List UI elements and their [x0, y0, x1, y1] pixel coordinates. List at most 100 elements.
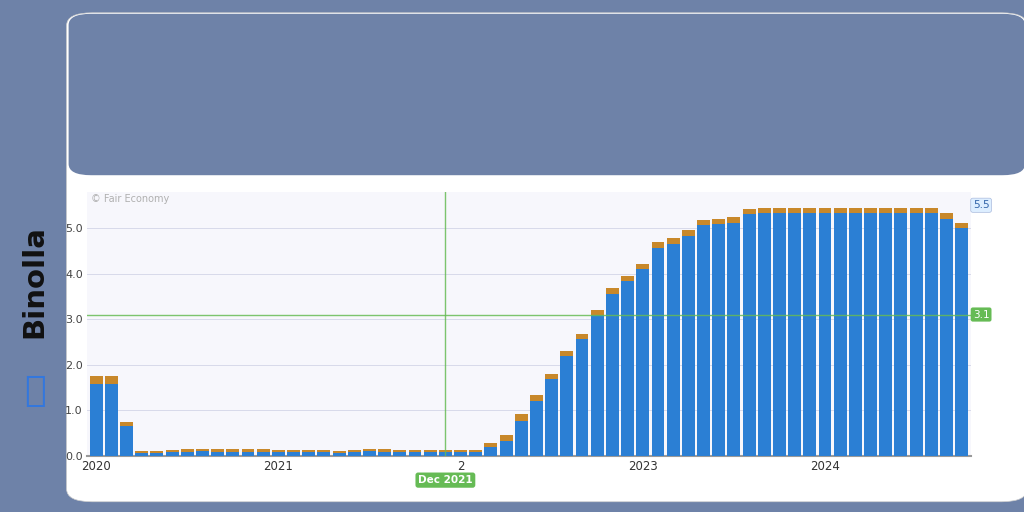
Bar — [500, 435, 513, 441]
Bar — [484, 446, 498, 456]
Bar — [849, 207, 862, 213]
Bar — [864, 213, 877, 456]
Bar — [909, 213, 923, 456]
Bar — [317, 453, 331, 456]
Bar — [287, 453, 300, 456]
Bar — [697, 225, 710, 456]
Bar — [530, 400, 543, 456]
Bar — [196, 449, 209, 451]
Bar — [424, 452, 436, 456]
Bar — [545, 379, 558, 456]
Bar — [880, 213, 892, 456]
Bar — [364, 451, 376, 456]
Bar — [378, 450, 391, 452]
Bar — [955, 223, 968, 228]
Bar — [925, 213, 938, 456]
Text: Binolla: Binolla — [20, 225, 48, 337]
Text: ㏳: ㏳ — [24, 374, 45, 409]
Bar — [211, 452, 224, 456]
Bar — [226, 452, 240, 456]
Bar — [940, 219, 953, 456]
Bar — [333, 451, 345, 453]
Bar — [439, 452, 452, 456]
Bar — [636, 269, 649, 456]
Bar — [166, 450, 178, 452]
Bar — [409, 450, 422, 452]
Bar — [591, 310, 604, 315]
Bar — [439, 450, 452, 452]
Bar — [409, 452, 422, 456]
Bar — [773, 213, 785, 456]
Bar — [560, 351, 573, 356]
Bar — [606, 288, 618, 293]
Bar — [287, 450, 300, 453]
Bar — [818, 213, 831, 456]
Bar — [302, 453, 315, 456]
Bar — [181, 452, 194, 456]
Bar — [104, 376, 118, 383]
Bar — [925, 207, 938, 213]
Bar — [484, 443, 498, 446]
Bar — [151, 454, 164, 456]
Bar — [742, 215, 756, 456]
Bar — [651, 248, 665, 456]
Bar — [606, 293, 618, 456]
Bar — [727, 217, 740, 223]
Bar — [758, 207, 771, 213]
Bar — [226, 450, 240, 452]
Bar — [166, 452, 178, 456]
Bar — [500, 441, 513, 456]
Bar — [378, 452, 391, 456]
Bar — [940, 214, 953, 219]
Bar — [682, 236, 694, 456]
Bar — [348, 452, 360, 456]
Bar — [364, 449, 376, 451]
Bar — [849, 213, 862, 456]
Bar — [697, 220, 710, 225]
Bar — [454, 450, 467, 452]
Text: 5.5: 5.5 — [973, 200, 989, 210]
Bar — [682, 230, 694, 236]
Bar — [575, 339, 589, 456]
Bar — [560, 356, 573, 456]
Bar — [667, 244, 680, 456]
Bar — [713, 224, 725, 456]
Bar — [515, 414, 527, 421]
Bar — [196, 451, 209, 456]
Bar — [591, 315, 604, 456]
Bar — [302, 450, 315, 453]
Bar — [864, 207, 877, 213]
Bar — [393, 450, 407, 452]
Bar — [90, 376, 102, 383]
Bar — [834, 213, 847, 456]
Text: Dec 2021: Dec 2021 — [418, 475, 473, 485]
Bar — [545, 374, 558, 379]
Bar — [469, 452, 482, 456]
Bar — [530, 395, 543, 400]
Bar — [424, 450, 436, 452]
Bar — [120, 421, 133, 426]
Bar — [894, 207, 907, 213]
Bar — [242, 450, 254, 452]
Bar — [894, 213, 907, 456]
Bar — [742, 209, 756, 215]
Bar — [272, 453, 285, 456]
Bar — [348, 450, 360, 452]
Bar — [272, 450, 285, 453]
Bar — [818, 207, 831, 213]
Bar — [667, 239, 680, 244]
Bar — [90, 383, 102, 456]
Bar — [257, 452, 269, 456]
Bar — [727, 223, 740, 456]
Bar — [575, 334, 589, 339]
Bar — [151, 451, 164, 454]
Bar — [955, 228, 968, 456]
Bar — [773, 207, 785, 213]
Bar — [834, 207, 847, 213]
Bar — [181, 450, 194, 452]
Bar — [713, 219, 725, 224]
Bar — [469, 450, 482, 452]
Bar — [880, 207, 892, 213]
Bar — [135, 451, 148, 454]
Bar — [804, 207, 816, 213]
